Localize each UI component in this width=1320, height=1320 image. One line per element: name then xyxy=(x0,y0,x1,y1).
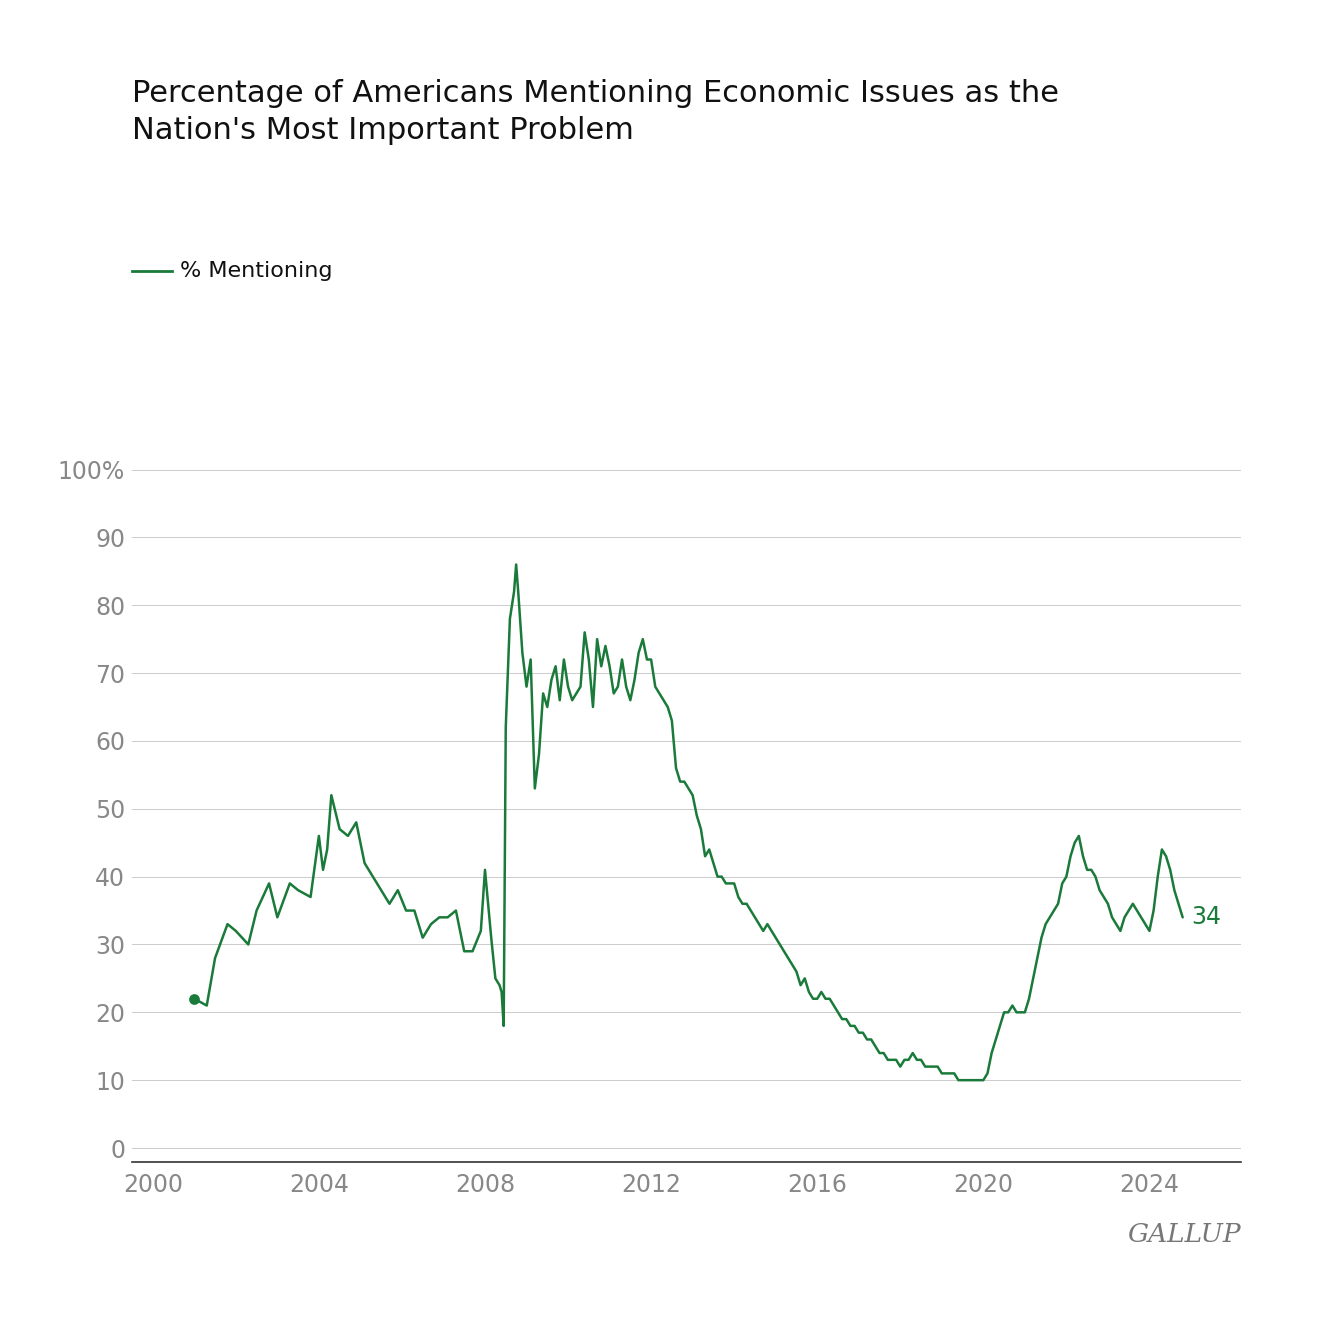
Point xyxy=(183,989,205,1010)
Text: 34: 34 xyxy=(1191,906,1221,929)
Text: GALLUP: GALLUP xyxy=(1127,1222,1241,1247)
Text: % Mentioning: % Mentioning xyxy=(180,260,333,281)
Text: Percentage of Americans Mentioning Economic Issues as the
Nation's Most Importan: Percentage of Americans Mentioning Econo… xyxy=(132,79,1059,145)
